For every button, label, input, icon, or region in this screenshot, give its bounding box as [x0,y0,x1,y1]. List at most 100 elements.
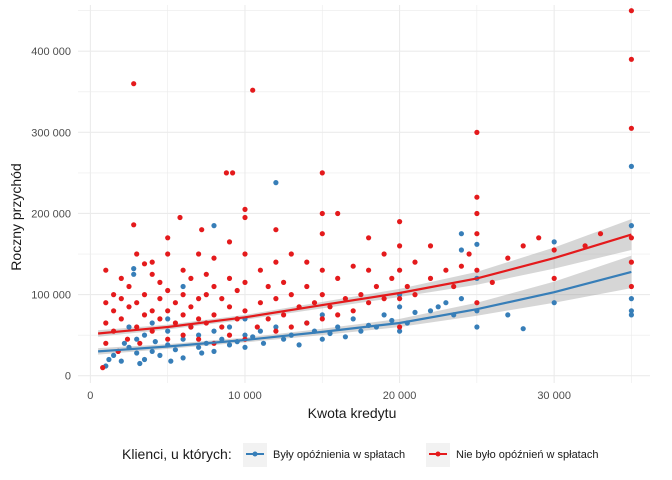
point-delayed [505,312,511,318]
point-no-delay [474,129,480,135]
point-no-delay [520,243,526,249]
point-delayed [474,241,480,247]
point-no-delay [288,251,294,257]
point-no-delay [149,328,155,334]
point-no-delay [180,292,186,298]
point-delayed [149,320,155,326]
point-no-delay [103,267,109,273]
y-tick-label: 0 [65,371,71,383]
point-no-delay [211,312,217,318]
point-delayed [134,336,140,342]
point-delayed [141,332,148,338]
point-no-delay [157,296,163,302]
point-no-delay [474,231,480,237]
grid [78,5,650,383]
point-no-delay [219,296,225,302]
point-no-delay [327,304,333,310]
point-no-delay [188,324,194,330]
point-no-delay [628,125,635,131]
point-no-delay [157,279,163,285]
point-no-delay [319,170,325,176]
point-delayed [152,339,158,345]
legend: Klienci, u których: Były opóźnienia w sp… [122,443,598,467]
point-no-delay [319,292,325,298]
point-delayed [165,328,171,334]
point-no-delay [281,312,287,318]
point-no-delay [226,304,233,310]
point-no-delay [234,287,240,294]
point-no-delay [165,287,171,294]
point-no-delay [226,332,233,338]
point-no-delay [226,275,233,281]
x-tick-label: 10 000 [228,390,262,402]
point-no-delay [188,304,194,310]
point-no-delay [211,283,217,290]
point-no-delay [288,324,294,330]
point-delayed [131,271,137,277]
legend-label-no-delay: Nie było opóźnień w spłatach [456,449,598,461]
point-no-delay [199,227,205,233]
point-delayed [296,342,302,348]
point-no-delay [211,255,217,261]
point-no-delay [319,231,325,237]
point-no-delay [273,296,279,302]
point-no-delay [111,292,117,298]
y-tick-label: 300 000 [31,127,71,139]
point-no-delay [149,259,155,265]
point-no-delay [196,251,202,257]
point-no-delay [366,267,372,273]
point-no-delay [257,300,263,306]
point-delayed [458,296,464,302]
point-delayed [126,324,132,330]
point-no-delay [126,283,132,290]
y-tick-label: 400 000 [31,46,71,58]
point-no-delay [358,292,364,298]
point-no-delay [366,300,372,306]
legend-key-no-delay [426,443,450,467]
point-no-delay [319,210,325,217]
point-delayed [134,350,140,356]
point-no-delay [165,308,171,314]
point-no-delay [304,259,310,265]
legend-title: Klienci, u których: [122,446,232,462]
point-delayed [211,223,217,229]
point-delayed [180,355,186,361]
point-no-delay [474,267,480,273]
point-delayed [242,344,248,350]
point-no-delay [412,259,418,265]
point-delayed [628,312,635,318]
point-no-delay [265,283,271,290]
point-delayed [106,356,112,363]
point-delayed [319,312,325,318]
point-delayed [381,312,387,318]
point-delayed [180,283,186,290]
point-no-delay [203,271,209,277]
point-no-delay [250,87,256,93]
point-no-delay [196,336,202,342]
x-tick-label: 30 000 [537,390,571,402]
point-no-delay [451,283,457,290]
point-no-delay [141,292,148,298]
point-no-delay [397,267,403,273]
confidence-band [98,219,632,337]
point-delayed [226,342,233,348]
point-no-delay [597,231,604,237]
point-no-delay [273,227,279,233]
point-no-delay [118,275,124,281]
y-axis-ticks: 0 100 000 200 000 300 000 400 000 [31,46,71,382]
point-no-delay [254,324,260,330]
trend-lines [97,233,632,353]
x-tick-label: 0 [87,390,93,402]
point-no-delay [180,267,186,273]
point-delayed [474,324,480,330]
point-no-delay [230,170,236,176]
point-delayed [520,326,526,332]
point-no-delay [474,210,480,217]
point-no-delay [628,56,635,62]
point-no-delay [288,292,294,298]
point-no-delay [342,296,348,302]
point-delayed [458,247,464,253]
point-delayed [219,336,225,342]
point-delayed [149,348,155,354]
